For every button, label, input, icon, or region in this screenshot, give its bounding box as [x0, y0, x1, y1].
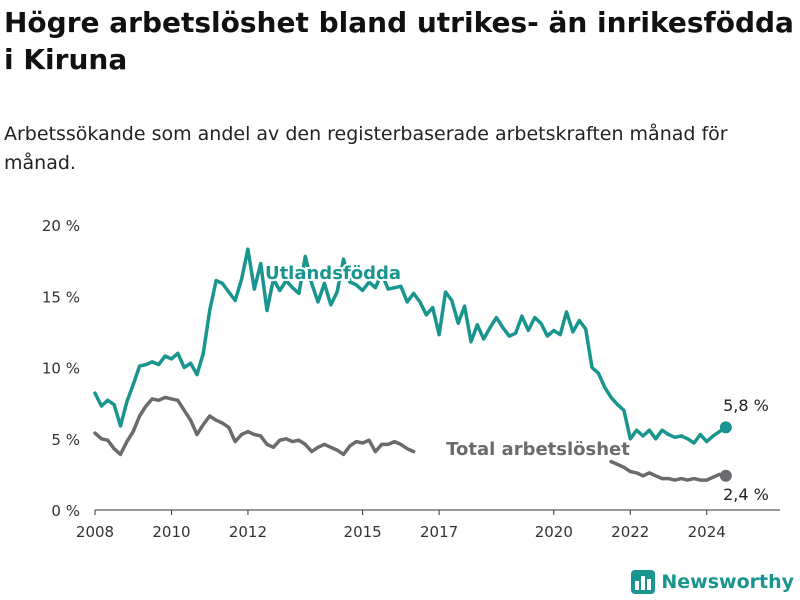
brand-logo: Newsworthy [631, 570, 794, 594]
y-tick-label: 0 % [51, 502, 80, 520]
series-line-1 [93, 247, 728, 445]
brand-name: Newsworthy [661, 571, 794, 593]
y-tick-label: 20 % [42, 217, 80, 235]
end-value-label-utlandsfodda: 5,8 % [723, 396, 769, 415]
x-tick-label: 2017 [420, 523, 458, 541]
x-tick-label: 2022 [611, 523, 649, 541]
y-tick-label: 15 % [42, 288, 80, 306]
series-label-utlandsfodda: Utlandsfödda [265, 263, 401, 284]
x-tick-label: 2015 [344, 523, 382, 541]
series-line-2 [93, 395, 728, 482]
y-tick-label: 5 % [51, 431, 80, 449]
x-tick-label: 2012 [229, 523, 267, 541]
chart-title: Högre arbetslöshet bland utrikes- än inr… [4, 6, 794, 76]
x-tick-label: 2010 [152, 523, 190, 541]
end-value-label-total: 2,4 % [723, 485, 769, 504]
series-end-point-1 [719, 421, 732, 434]
y-tick-label: 10 % [42, 360, 80, 378]
chart-subtitle: Arbetssökande som andel av den registerb… [4, 123, 728, 174]
x-tick-label: 2020 [535, 523, 573, 541]
x-tick-label: 2008 [76, 523, 114, 541]
bar-chart-icon [631, 570, 656, 594]
series-label-total: Total arbetslöshet [446, 439, 630, 460]
x-tick-label: 2024 [688, 523, 726, 541]
series-end-point-2 [719, 469, 732, 482]
